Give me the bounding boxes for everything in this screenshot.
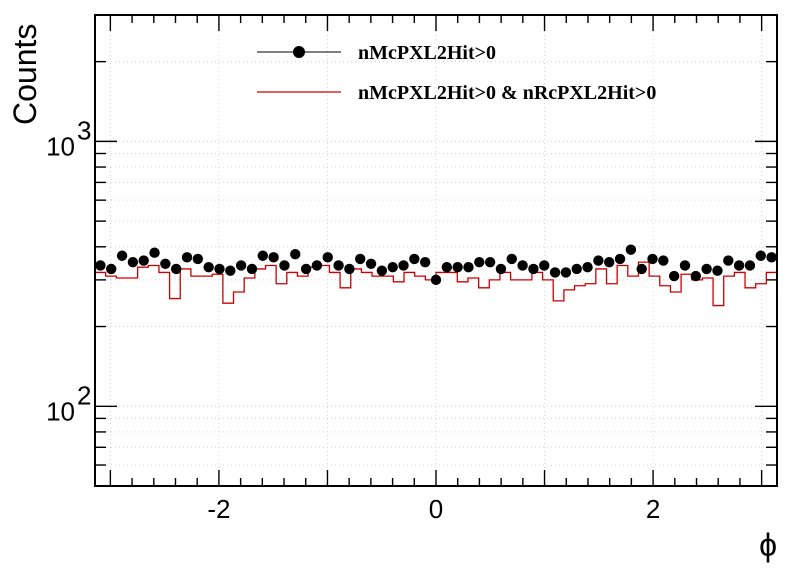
series-step-histogram bbox=[94, 261, 778, 486]
x-tick-label: 2 bbox=[646, 494, 660, 524]
data-point bbox=[398, 260, 409, 271]
data-point bbox=[452, 261, 463, 273]
data-point bbox=[192, 253, 204, 265]
data-point bbox=[333, 260, 344, 271]
plot-frame bbox=[94, 14, 778, 487]
data-point bbox=[668, 270, 680, 282]
data-point bbox=[614, 253, 626, 265]
data-point bbox=[170, 263, 182, 275]
data-point bbox=[257, 250, 268, 261]
data-point bbox=[766, 252, 777, 263]
data-point bbox=[430, 274, 442, 286]
y-axis-title: Counts bbox=[7, 24, 43, 125]
data-point bbox=[701, 263, 712, 275]
legend-marker-dot bbox=[293, 46, 305, 58]
x-axis-title: ϕ bbox=[759, 527, 777, 563]
data-point bbox=[506, 253, 517, 265]
data-point bbox=[290, 249, 301, 260]
data-point bbox=[419, 256, 431, 268]
y-tick-label-exponent: 3 bbox=[77, 115, 91, 145]
data-point bbox=[365, 258, 377, 270]
legend-entry-mc: nMcPXL2Hit>0 bbox=[358, 42, 496, 64]
data-point bbox=[300, 263, 312, 275]
data-point bbox=[225, 265, 236, 276]
y-tick-label: 10 bbox=[46, 396, 75, 426]
data-point bbox=[484, 256, 496, 268]
data-point bbox=[95, 260, 106, 271]
data-point bbox=[203, 261, 214, 273]
data-point bbox=[160, 258, 171, 270]
data-point bbox=[723, 255, 734, 266]
data-point bbox=[690, 270, 702, 282]
ticks-layer bbox=[95, 14, 777, 487]
data-point bbox=[636, 263, 647, 275]
x-tick-label: -2 bbox=[207, 494, 230, 524]
data-point bbox=[528, 263, 539, 275]
data-point bbox=[755, 250, 766, 261]
data-point bbox=[279, 260, 290, 271]
data-point bbox=[441, 261, 453, 273]
data-point bbox=[625, 244, 637, 255]
series-layer bbox=[94, 244, 778, 486]
data-point bbox=[149, 247, 160, 258]
data-point bbox=[268, 252, 279, 263]
data-point bbox=[106, 263, 117, 275]
data-point bbox=[235, 260, 247, 271]
data-point bbox=[744, 260, 756, 271]
data-point bbox=[658, 255, 669, 266]
data-point bbox=[495, 263, 507, 275]
data-point bbox=[571, 263, 582, 275]
data-point bbox=[311, 260, 323, 271]
data-point bbox=[376, 265, 388, 276]
data-point bbox=[138, 255, 149, 266]
data-point bbox=[679, 260, 691, 271]
data-point bbox=[463, 261, 474, 273]
y-tick-label: 10 bbox=[46, 131, 75, 161]
data-point bbox=[322, 252, 333, 263]
data-point bbox=[344, 263, 355, 275]
data-point bbox=[593, 255, 604, 266]
data-point bbox=[409, 253, 420, 265]
data-point bbox=[604, 256, 615, 268]
data-point bbox=[549, 267, 561, 278]
data-point bbox=[560, 267, 572, 278]
data-point bbox=[647, 253, 658, 265]
data-point bbox=[127, 256, 139, 268]
data-point bbox=[355, 253, 366, 265]
legend-entry-mc-rc: nMcPXL2Hit>0 & nRcPXL2Hit>0 bbox=[358, 82, 656, 104]
data-point bbox=[582, 261, 593, 273]
legend: nMcPXL2Hit>0 nMcPXL2Hit>0 & nRcPXL2Hit>0 bbox=[257, 42, 656, 104]
data-point bbox=[181, 252, 193, 263]
y-tick-label-exponent: 2 bbox=[77, 380, 91, 410]
x-tick-label: 0 bbox=[429, 494, 443, 524]
data-point bbox=[517, 260, 528, 271]
data-point bbox=[387, 261, 398, 273]
data-point bbox=[214, 263, 225, 275]
data-point bbox=[712, 265, 723, 276]
data-point bbox=[539, 260, 550, 271]
data-point bbox=[733, 260, 745, 271]
data-point bbox=[246, 263, 258, 275]
data-point bbox=[116, 250, 128, 261]
data-point bbox=[474, 256, 485, 268]
